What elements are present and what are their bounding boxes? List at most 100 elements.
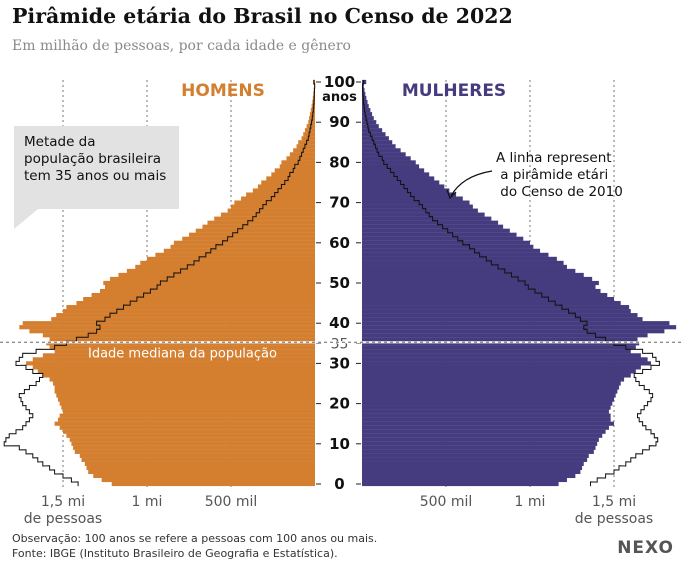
bar-women-age-60 [362, 240, 530, 245]
bar-women-age-12 [362, 433, 603, 438]
bar-women-age-86 [362, 136, 389, 141]
bar-men-age-2 [93, 473, 316, 479]
bar-men-age-0 [111, 481, 315, 487]
bar-men-age-39 [19, 325, 315, 330]
bar-men-age-38 [29, 329, 316, 334]
bar-women-age-20 [362, 401, 613, 406]
bar-women-age-94 [362, 104, 369, 109]
census-2010-outlines [3, 79, 660, 487]
bar-men-age-30 [26, 361, 315, 366]
legend-men-label: HOMENS [181, 81, 265, 101]
x-axis: 1,5 mi 1,5 mi 1 mi 1 mi 500 mil 500 mil de pes… [24, 494, 653, 527]
bar-women-age-0 [362, 481, 559, 487]
bar-women-age-42 [362, 313, 638, 318]
bar-men-age-34 [49, 345, 316, 350]
bar-men-age-25 [52, 381, 316, 386]
bar-women-age-92 [362, 112, 373, 117]
bar-women-age-56 [362, 256, 557, 261]
chart-labels: HOMENS MULHERES [181, 81, 506, 101]
bar-women-age-39 [362, 325, 677, 330]
bar-women-age-91 [362, 116, 374, 121]
age-tick-label-80: 80 [329, 153, 350, 171]
bar-women-age-10 [362, 441, 598, 446]
outline-women-2010 [362, 79, 660, 487]
x-tick-label-men-1: 1 mi [132, 494, 163, 510]
bar-women-age-63 [362, 228, 510, 233]
median-age-marker: Idade mediana da população [0, 341, 683, 361]
bar-men-age-10 [71, 441, 316, 446]
callout-tail [14, 209, 38, 229]
bar-women-age-53 [362, 268, 576, 274]
bar-women-age-32 [362, 353, 641, 358]
bar-women-age-11 [362, 437, 599, 442]
age-tick-label-10: 10 [329, 435, 350, 453]
bar-women-age-80 [362, 160, 416, 165]
age-tick-label-0: 0 [334, 475, 344, 493]
census-2010-callout: A linha represent a pirâmide etári do Ce… [446, 150, 623, 200]
bar-women-age-43 [362, 309, 631, 314]
bar-women-age-87 [362, 132, 386, 137]
age-unit-label: anos [322, 90, 357, 105]
bar-men-age-58 [163, 248, 315, 253]
bar-women-age-73 [362, 188, 450, 193]
bar-men-age-49 [105, 284, 315, 290]
outline-men-2010 [3, 79, 316, 487]
bar-women-age-27 [362, 373, 631, 378]
source-note: Fonte: IBGE (Instituto Brasileiro de Geo… [12, 547, 338, 560]
bar-women-age-51 [362, 276, 593, 282]
bar-men-age-52 [118, 272, 315, 278]
bar-men-age-65 [207, 220, 315, 225]
bar-women-age-25 [362, 381, 621, 386]
bar-women-age-13 [362, 429, 606, 434]
bar-men-age-42 [56, 313, 315, 318]
chart-title: Pirâmide etária do Brasil no Censo de 20… [12, 4, 513, 28]
bar-women-age-82 [362, 152, 406, 157]
bar-men-age-59 [170, 244, 315, 249]
bar-women-age-33 [362, 349, 631, 354]
bar-men-age-76 [266, 176, 315, 181]
bar-men-age-17 [59, 413, 315, 418]
bar-men-age-48 [99, 288, 316, 294]
bar-women-age-4 [362, 465, 583, 471]
bar-men-age-20 [59, 401, 315, 406]
bar-men-age-9 [73, 445, 315, 450]
bar-men-age-28 [37, 369, 316, 374]
bar-men-age-77 [271, 172, 315, 177]
bar-women-age-9 [362, 445, 596, 450]
bar-women-age-19 [362, 405, 611, 410]
x-tick-label-men-0: 1,5 mi [41, 494, 85, 510]
bar-men-age-46 [83, 296, 315, 302]
bar-men-age-56 [147, 256, 315, 261]
bar-women-age-18 [362, 409, 609, 414]
bar-men-age-4 [86, 465, 316, 471]
bar-women-age-69 [362, 204, 473, 209]
bar-men-age-67 [220, 212, 315, 217]
bar-women-age-70 [362, 200, 470, 205]
bar-men-age-33 [54, 349, 315, 354]
bar-women-age-40 [362, 321, 670, 326]
median-label: Idade mediana da população [88, 346, 277, 361]
bar-men-age-62 [189, 232, 315, 237]
x-unit-label-men: de pessoas [24, 511, 102, 527]
age-tick-label-70: 70 [329, 194, 350, 212]
bar-men-age-75 [261, 180, 315, 185]
bar-women-age-88 [362, 128, 383, 133]
bar-women-age-57 [362, 252, 549, 257]
bar-men-age-63 [195, 228, 315, 233]
bar-women-age-61 [362, 236, 524, 241]
bar-men-age-54 [135, 264, 315, 270]
bar-women-age-31 [362, 357, 648, 362]
bar-women-age-59 [362, 244, 534, 249]
bar-men-age-1 [101, 477, 315, 483]
bar-men-age-24 [54, 385, 315, 390]
bar-women-age-28 [362, 369, 636, 374]
bar-men-age-21 [57, 397, 316, 402]
bar-women-age-14 [362, 425, 609, 430]
bar-men-age-37 [42, 333, 316, 338]
chart-subtitle: Em milhão de pessoas, por cada idade e g… [12, 38, 351, 54]
bar-men-age-57 [155, 252, 315, 257]
bar-women-age-8 [362, 449, 594, 454]
age-tick-label-40: 40 [329, 314, 350, 332]
bar-men-age-66 [214, 216, 315, 221]
nexo-logo: NEXO [617, 538, 674, 558]
